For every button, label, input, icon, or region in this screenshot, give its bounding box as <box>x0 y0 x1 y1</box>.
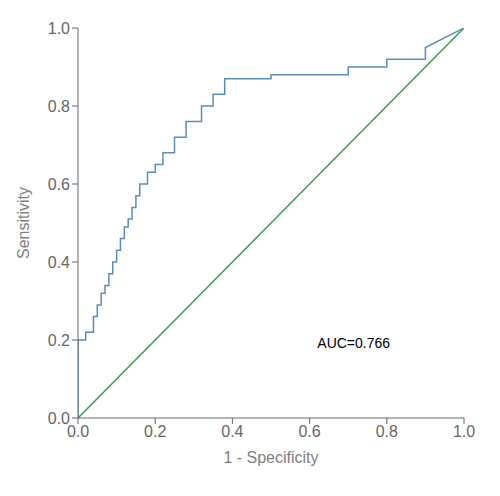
svg-text:0.4: 0.4 <box>221 423 243 440</box>
svg-text:0.2: 0.2 <box>144 423 166 440</box>
svg-text:1 - Specificity: 1 - Specificity <box>223 449 318 466</box>
svg-text:0.2: 0.2 <box>48 332 70 349</box>
svg-text:Sensitivity: Sensitivity <box>15 187 32 259</box>
svg-text:1.0: 1.0 <box>453 423 475 440</box>
svg-text:1.0: 1.0 <box>48 20 70 37</box>
svg-text:0.4: 0.4 <box>48 254 70 271</box>
svg-text:0.0: 0.0 <box>48 410 70 427</box>
svg-text:0.8: 0.8 <box>48 98 70 115</box>
svg-text:0.8: 0.8 <box>376 423 398 440</box>
svg-text:0.6: 0.6 <box>298 423 320 440</box>
svg-text:AUC=0.766: AUC=0.766 <box>317 335 390 351</box>
svg-text:0.0: 0.0 <box>67 423 89 440</box>
svg-text:0.6: 0.6 <box>48 176 70 193</box>
